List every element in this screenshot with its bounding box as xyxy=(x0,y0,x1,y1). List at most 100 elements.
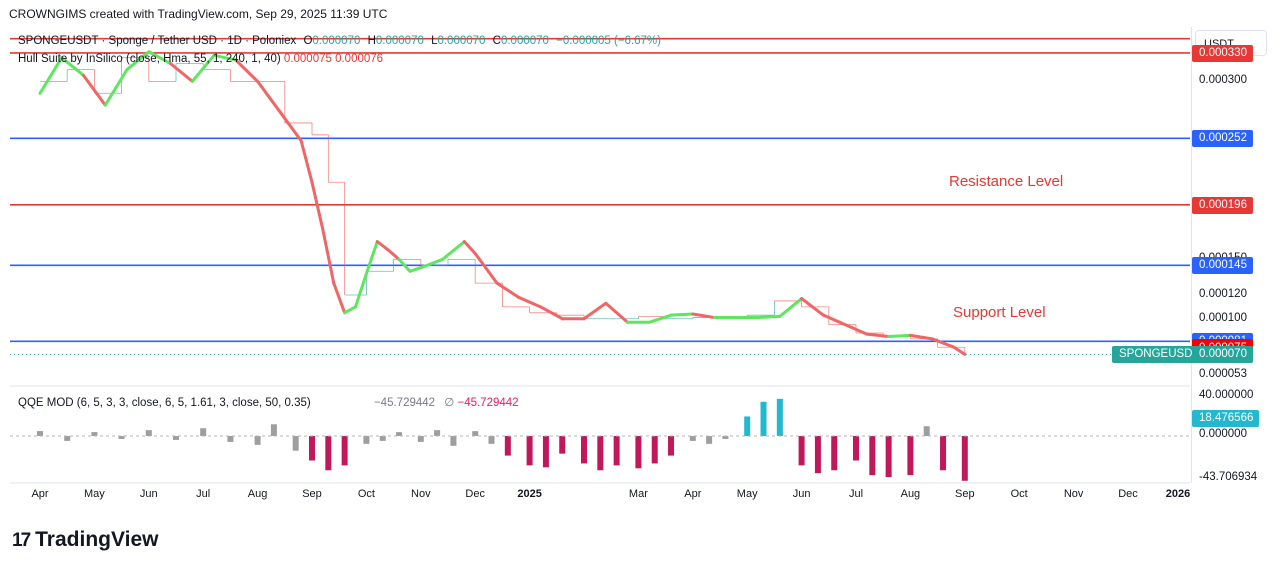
time-tick-label: Nov xyxy=(411,488,431,500)
qqe-bar xyxy=(744,416,751,437)
qqe-bar xyxy=(760,401,767,437)
time-tick-label: Sep xyxy=(302,488,322,500)
qqe-bar xyxy=(472,431,479,437)
hull-segment xyxy=(517,295,542,309)
hull-segment xyxy=(952,345,967,356)
qqe-value-1: −45.729442 xyxy=(373,397,436,409)
qqe-bar xyxy=(270,424,277,437)
hull-segment xyxy=(800,297,825,317)
time-tick-label: Oct xyxy=(357,488,375,500)
chart-frame xyxy=(9,27,1192,483)
hull-segment xyxy=(82,73,107,107)
price-tick-label: 0.000120 xyxy=(1199,288,1247,300)
open-value: 0.000070 xyxy=(312,35,361,47)
price-tag: 0.000145 xyxy=(1192,257,1253,275)
time-tick-label: Nov xyxy=(1063,488,1084,500)
hull-segment xyxy=(38,56,64,95)
hull-segment xyxy=(669,312,695,317)
hull-segment xyxy=(147,50,173,66)
high-value: 0.000070 xyxy=(375,35,424,47)
qqe-bar xyxy=(363,436,370,444)
qqe-bar xyxy=(597,436,604,471)
hull-segment xyxy=(103,68,129,107)
qqe-bar xyxy=(37,431,43,437)
qqe-bar xyxy=(651,436,658,464)
qqe-bar xyxy=(309,436,315,461)
price-tag: 0.000330 xyxy=(1192,44,1253,62)
qqe-bar xyxy=(504,436,511,456)
hull-segment xyxy=(821,313,847,327)
price-tag: 0.000252 xyxy=(1192,130,1253,148)
hull-segment xyxy=(234,58,260,83)
symbol-legend: SPONGEUSDT · Sponge / Tether USD · 1D · … xyxy=(18,35,661,47)
symbol-name: SPONGEUSDT · Sponge / Tether USD · 1D · … xyxy=(18,35,297,47)
hull-segment xyxy=(321,228,336,285)
low-label: L xyxy=(431,35,438,47)
hull-segment xyxy=(604,301,630,324)
hull-segment xyxy=(647,313,673,324)
time-tick-label: Dec xyxy=(1118,488,1138,500)
hull-segment xyxy=(887,333,912,339)
brand-label: TradingView xyxy=(35,528,159,551)
low-value: 0.000070 xyxy=(437,35,486,47)
time-tick-label: Aug xyxy=(247,488,268,500)
qqe-bar xyxy=(635,436,642,469)
qqe-tick-label: -43.706934 xyxy=(1199,470,1258,483)
time-tick-label: Jul xyxy=(848,488,864,500)
hull-segment xyxy=(691,312,717,320)
hull-segment xyxy=(441,240,466,261)
qqe-bar xyxy=(722,436,729,439)
qqe-bar xyxy=(559,436,566,454)
qqe-bar xyxy=(613,436,620,466)
hull-segment xyxy=(843,323,869,336)
resistance-annotation: Resistance Level xyxy=(949,173,1064,190)
qqe-bar xyxy=(379,436,386,441)
qqe-tick-label: 18.476566 xyxy=(1192,409,1260,427)
qqe-bar xyxy=(173,436,179,440)
qqe-bar xyxy=(885,436,892,478)
chart-caption: CROWNGIMS created with TradingView.com, … xyxy=(9,7,388,21)
qqe-bar xyxy=(907,436,914,476)
support-annotation: Support Level xyxy=(953,304,1046,321)
time-tick-label: Aug xyxy=(900,488,921,500)
hull-segment xyxy=(354,272,368,309)
qqe-name: QQE MOD (6, 5, 3, 3, close, 6, 5, 1.61, … xyxy=(18,397,311,409)
hull-value-1: 0.000075 xyxy=(283,53,332,65)
qqe-bar xyxy=(292,436,299,451)
symbol-price-tag: SPONGEUSDT xyxy=(1112,346,1206,364)
qqe-bar xyxy=(200,428,207,437)
hull-segment xyxy=(397,257,412,273)
qqe-bar xyxy=(526,436,533,466)
qqe-bar xyxy=(581,436,587,464)
qqe-bar xyxy=(434,430,441,437)
qqe-bar xyxy=(325,436,332,471)
price-tick-label: 0.000100 xyxy=(1199,311,1247,324)
high-label: H xyxy=(367,35,376,47)
price-tag: 0.000070 xyxy=(1192,346,1253,364)
hull-segment xyxy=(419,257,445,270)
tradingview-logo[interactable]: 17 TradingView xyxy=(12,528,158,552)
close-value: 0.000070 xyxy=(500,35,549,47)
qqe-bar xyxy=(542,436,549,468)
change-value: −0.000005 (−6.67%) xyxy=(556,35,661,47)
time-tick-label: Jun xyxy=(139,488,158,500)
hull-segment xyxy=(256,79,281,113)
time-tick-label: Jul xyxy=(196,488,211,500)
hull-segment xyxy=(125,50,151,72)
time-tick-label: May xyxy=(736,488,758,500)
qqe-bar xyxy=(869,436,876,476)
qqe-bar xyxy=(417,436,424,442)
tradingview-mark-icon: 17 xyxy=(12,530,31,551)
qqe-bar xyxy=(961,436,968,481)
qqe-legend: QQE MOD (6, 5, 3, 3, close, 6, 5, 1.61, … xyxy=(18,395,519,409)
time-tick-label: 2025 xyxy=(517,488,542,500)
qqe-bar xyxy=(831,436,838,471)
qqe-bar xyxy=(488,436,495,444)
hull-segment xyxy=(473,251,499,285)
hull-segment xyxy=(462,240,477,255)
time-tick-label: Jun xyxy=(792,488,811,500)
hull-segment xyxy=(908,333,934,341)
qqe-tick-label: 0.000000 xyxy=(1199,428,1247,441)
qqe-bar xyxy=(853,436,859,461)
